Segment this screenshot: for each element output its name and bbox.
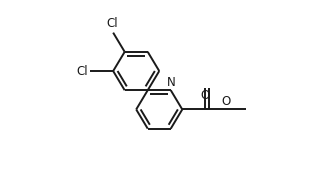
Text: Cl: Cl xyxy=(77,65,88,78)
Text: Cl: Cl xyxy=(106,17,118,30)
Text: O: O xyxy=(201,89,210,102)
Text: O: O xyxy=(222,95,231,108)
Text: N: N xyxy=(166,76,175,89)
